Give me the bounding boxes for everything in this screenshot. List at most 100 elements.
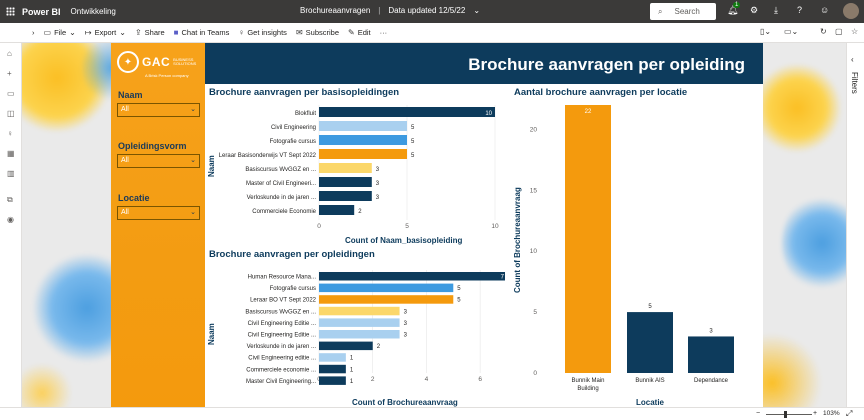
data-hub-icon[interactable]: ◫ <box>7 109 15 118</box>
workspaces-icon[interactable]: ⧉ <box>7 195 13 204</box>
bar[interactable] <box>319 341 373 351</box>
column-bar[interactable] <box>688 336 734 373</box>
filters-pane-label[interactable]: Filters <box>850 72 859 94</box>
data-label: 3 <box>404 321 408 327</box>
view-icon[interactable]: ▭⌄ <box>784 27 799 36</box>
bar[interactable] <box>319 135 407 145</box>
workspace-label[interactable]: Ontwikkeling <box>70 7 116 16</box>
browse-icon[interactable]: ▭ <box>7 89 15 98</box>
bar[interactable] <box>319 306 400 316</box>
avatar[interactable] <box>843 3 859 19</box>
data-updated[interactable]: Data updated 12/5/22 <box>388 6 466 15</box>
export-menu[interactable]: ↦ Export ⌄ <box>85 28 126 37</box>
goals-icon[interactable]: ♀ <box>7 129 13 138</box>
help-icon[interactable]: ? <box>797 5 803 15</box>
data-label: 5 <box>411 125 415 131</box>
logo-text: GAC <box>142 55 171 69</box>
zoom-in-icon[interactable]: + <box>813 410 818 417</box>
separator: | <box>378 6 381 15</box>
file-menu[interactable]: ▭ File ⌄ <box>44 28 76 37</box>
column-bar[interactable] <box>565 105 611 373</box>
workspace-icon[interactable]: ◉ <box>7 215 14 224</box>
chart1-xlabel: Count of Naam_basisopleiding <box>345 236 463 245</box>
bar[interactable] <box>319 318 400 327</box>
smiley-icon[interactable]: ☺ <box>820 5 830 15</box>
slicer-opleidingsvorm-dropdown[interactable]: All ⌄ <box>117 154 200 168</box>
more-options-button[interactable]: ··· <box>380 28 388 37</box>
bar[interactable] <box>319 330 400 339</box>
brand-label[interactable]: Power BI <box>22 6 61 17</box>
app-launcher-icon[interactable] <box>6 7 15 16</box>
apps-icon[interactable]: ▦ <box>7 149 15 158</box>
column-bar[interactable] <box>627 312 673 373</box>
zoom-out-icon[interactable]: − <box>756 410 761 417</box>
chevron-down-icon[interactable]: ⌄ <box>473 6 481 15</box>
y-tick-label: Leraar BO VT Sept 2022 <box>250 298 317 304</box>
bar[interactable] <box>319 191 372 201</box>
bell-icon[interactable]: 🔔︎ <box>727 5 739 15</box>
chart3-ylabel: Count of Brochureaanvraag <box>513 187 522 293</box>
y-tick-label: Blokfluit <box>295 111 316 117</box>
bar[interactable] <box>319 272 505 281</box>
bar[interactable] <box>319 121 407 131</box>
chart3-column-chart[interactable]: 0 5 10 15 20 22 Bunnik Main Building 5 Bunnik AIS… <box>523 99 751 397</box>
chart3-title: Aantal brochure aanvragen per locatie <box>514 87 688 98</box>
comment-icon[interactable]: ▢ <box>835 27 843 36</box>
bar[interactable] <box>319 107 495 117</box>
download-icon[interactable]: ⤓ <box>774 5 778 15</box>
search-input[interactable]: ⌕ Search <box>650 3 716 20</box>
chat-in-teams-button[interactable]: ■ Chat in Teams <box>174 28 230 37</box>
left-navigation: ⌂ + ▭ ◫ ♀ ▦ ▥ ⧉ ◉ <box>0 43 22 407</box>
chevron-down-icon: ⌄ <box>190 106 196 113</box>
phone-icon[interactable]: ▯⌄ <box>760 27 772 36</box>
gear-icon[interactable]: ⚙ <box>750 5 759 15</box>
bar[interactable] <box>319 353 346 362</box>
edit-button[interactable]: ✎ Edit <box>348 28 371 37</box>
home-icon[interactable]: ⌂ <box>7 49 12 58</box>
chart1-bar-chart[interactable]: 0 5 10 Blokfluit 10 Civil Engineering 5 Fotogra… <box>205 99 505 235</box>
share-icon: ⇪ <box>134 28 142 37</box>
bar[interactable] <box>319 376 346 385</box>
chart1-title: Brochure aanvragen per basisopleidingen <box>209 87 400 98</box>
teams-icon: ■ <box>173 28 179 37</box>
company-logo: ✦ GAC BUSINESS SOLUTIONS <box>117 51 196 73</box>
create-icon[interactable]: + <box>7 69 12 78</box>
chevron-down-icon: ⌄ <box>69 28 76 37</box>
bar[interactable] <box>319 364 346 374</box>
report-info: Brochureaanvragen | Data updated 12/5/22… <box>300 6 480 15</box>
y-tick-label: 5 <box>533 309 537 316</box>
chevron-down-icon: ⌄ <box>119 28 126 37</box>
fit-page-icon[interactable]: ⤢ <box>846 409 853 418</box>
bar[interactable] <box>319 283 454 293</box>
data-label: 5 <box>411 153 415 159</box>
logo-icon: ✦ <box>117 51 139 73</box>
y-tick-label: Commerciele Economie <box>252 209 316 215</box>
zoom-slider-thumb[interactable] <box>784 411 787 418</box>
get-insights-button[interactable]: ♀ Get insights <box>238 28 287 37</box>
search-placeholder: Search <box>674 7 700 16</box>
chevron-left-icon[interactable]: ‹ <box>851 55 854 64</box>
slicer-opleidingsvorm-title: Opleidingsvorm <box>118 141 187 151</box>
expand-icon[interactable]: › <box>32 28 35 37</box>
refresh-icon[interactable]: ↻ <box>820 27 827 36</box>
bar[interactable] <box>319 163 372 173</box>
subscribe-button[interactable]: ✉ Subscribe <box>296 28 339 37</box>
slicer-naam-dropdown[interactable]: All ⌄ <box>117 103 200 117</box>
bar[interactable] <box>319 205 355 215</box>
slicer-locatie-dropdown[interactable]: All ⌄ <box>117 206 200 220</box>
bookmark-icon[interactable]: ☆ <box>851 27 859 36</box>
share-button[interactable]: ⇪ Share <box>135 28 165 37</box>
x-tick-label: Bunnik AIS <box>635 378 664 384</box>
chat-label: Chat in Teams <box>181 28 230 37</box>
filters-pane[interactable] <box>846 43 864 407</box>
bar[interactable] <box>319 177 372 187</box>
data-label: 5 <box>457 298 461 304</box>
learn-icon[interactable]: ▥ <box>7 169 15 178</box>
x-tick-label: 5 <box>405 223 409 230</box>
data-label: 2 <box>358 209 362 215</box>
bar[interactable] <box>319 295 454 304</box>
data-label: 2 <box>377 344 381 350</box>
zoom-slider[interactable] <box>766 414 812 415</box>
bar[interactable] <box>319 149 407 159</box>
